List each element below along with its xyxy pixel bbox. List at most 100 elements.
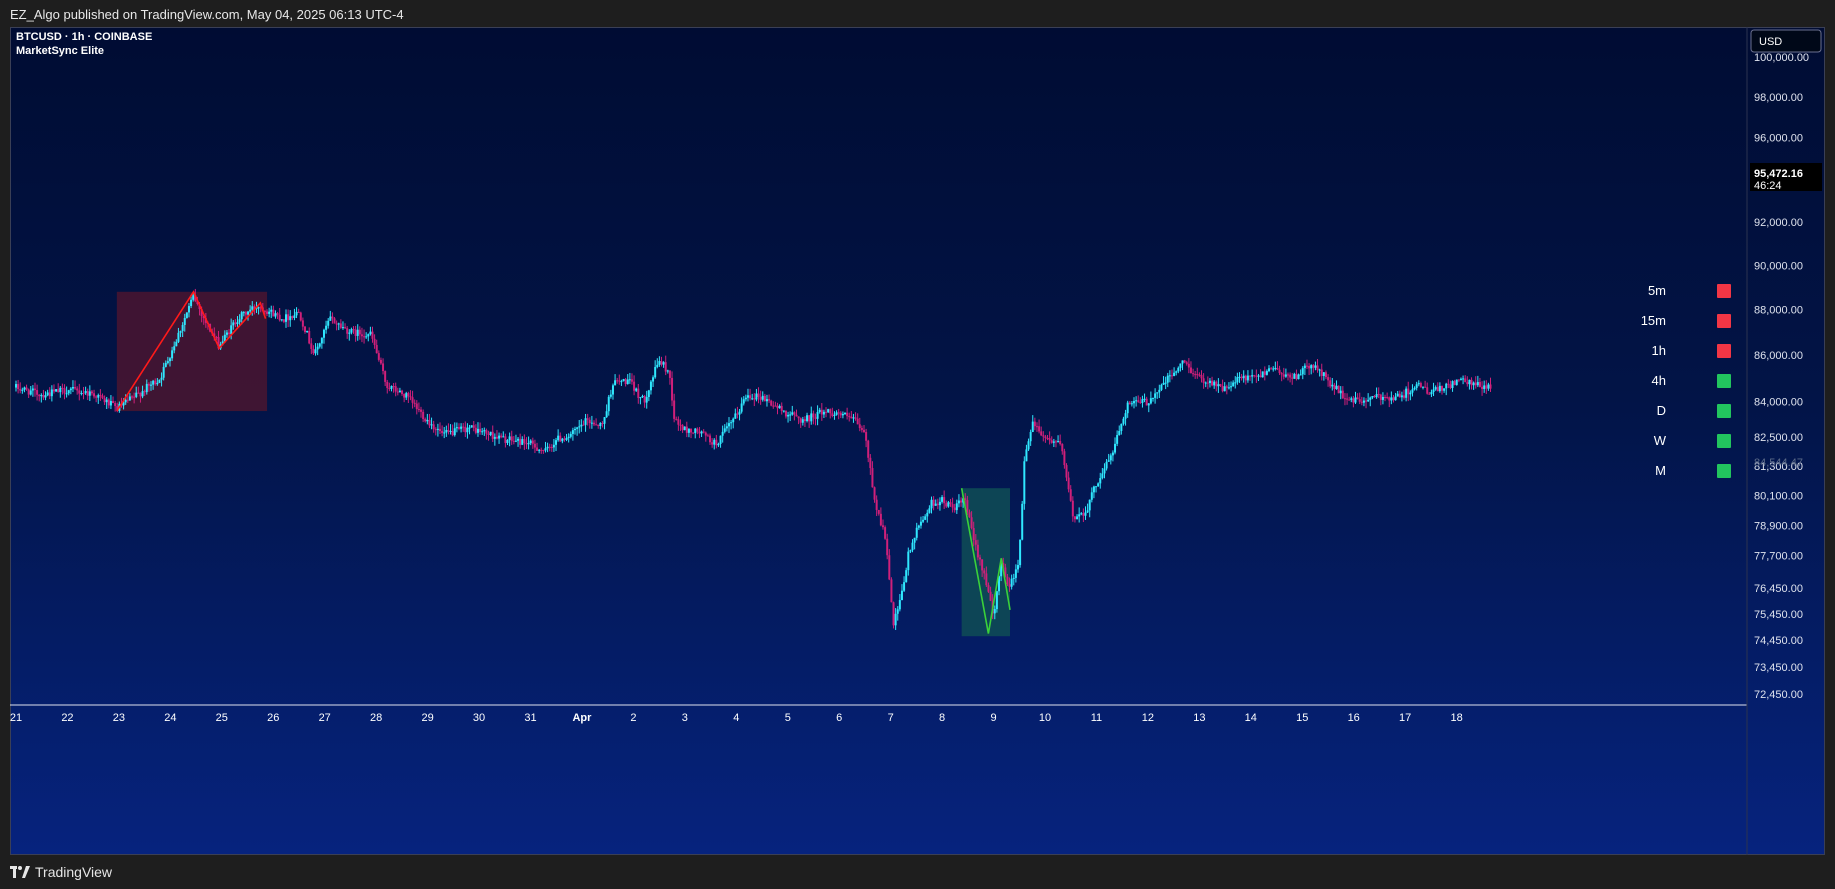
bull-candle [1362, 400, 1365, 403]
bull-candle [917, 525, 920, 528]
bull-candle [59, 387, 62, 393]
bull-candle [249, 309, 252, 312]
bear-candle [1388, 397, 1391, 401]
bear-candle [797, 416, 800, 419]
last-price-tag [1750, 163, 1822, 191]
bull-candle [1422, 386, 1425, 388]
bear-candle [563, 438, 566, 440]
time-axis[interactable]: 21 22 23 24 25 26 27 28 29 30 31 Apr 2 3 4 5 6 7 8 9 10 11 12 1… [10, 712, 1463, 724]
bear-candle [837, 412, 840, 414]
bear-candle [879, 513, 882, 526]
bull-candle [1090, 492, 1093, 500]
bull-candle [1301, 368, 1304, 375]
bear-candle [1225, 386, 1228, 388]
bear-candle [1069, 489, 1072, 501]
bear-candle [1320, 369, 1323, 376]
bear-candle [63, 388, 66, 394]
bull-candle [957, 500, 960, 504]
bull-candle [1284, 374, 1287, 377]
bear-candle [715, 439, 718, 446]
bear-candle [428, 419, 431, 426]
bull-candle [1223, 386, 1226, 392]
bull-candle [152, 380, 155, 385]
bear-candle [299, 312, 302, 321]
bear-candle [799, 418, 802, 423]
bull-candle [1021, 503, 1024, 540]
bear-candle [949, 502, 952, 505]
bull-candle [1181, 360, 1184, 364]
bull-candle [658, 361, 661, 365]
bull-candle [445, 430, 448, 433]
bear-candle [702, 431, 705, 433]
bull-candle [1103, 468, 1106, 474]
bull-candle [1314, 365, 1317, 368]
bull-candle [156, 382, 159, 385]
mtf-trend-panel: 5m 15m 1h 4h DWM [1641, 283, 1731, 478]
tradingview-logo[interactable]: TradingView [10, 864, 112, 880]
bull-candle [329, 316, 332, 321]
bear-candle [86, 391, 89, 396]
bull-candle [242, 312, 245, 314]
bear-candle [586, 418, 589, 420]
bull-candle [732, 418, 735, 423]
bear-candle [388, 388, 391, 390]
bear-candle [420, 409, 423, 412]
bull-candle [348, 332, 351, 334]
bear-candle [1280, 373, 1283, 375]
bear-candle [90, 391, 93, 394]
bull-candle [1179, 363, 1182, 368]
price-chart[interactable]: BTCUSD · 1h · COINBASE MarketSync Elite … [10, 27, 1825, 855]
mtf-status-bearish [1717, 344, 1731, 358]
bull-candle [1303, 365, 1306, 369]
bull-candle [514, 440, 517, 442]
bear-candle [259, 307, 262, 309]
bear-candle [462, 426, 465, 428]
bull-candle [160, 377, 163, 380]
bear-candle [829, 409, 832, 414]
bear-candle [854, 417, 857, 419]
bear-candle [692, 432, 695, 434]
bear-candle [384, 371, 387, 382]
bear-candle [793, 412, 796, 415]
bull-candle [649, 381, 652, 391]
currency-button[interactable] [1750, 29, 1822, 53]
bear-candle [1428, 393, 1431, 395]
bull-candle [787, 414, 790, 417]
bull-candle [232, 322, 235, 326]
bear-candle [335, 323, 338, 325]
price-tick-label: 75,450.00 [1754, 609, 1803, 621]
time-tick-label: 8 [939, 712, 945, 724]
bear-candle [1305, 365, 1308, 367]
price-axis[interactable]: 100,000.0098,000.0096,000.0094,000.0092,… [1754, 52, 1809, 701]
bear-candle [1392, 397, 1395, 401]
bear-candle [17, 384, 20, 390]
bull-candle [1261, 371, 1264, 378]
bull-candle [1438, 385, 1441, 392]
bear-candle [1343, 398, 1346, 400]
bull-candle [1208, 380, 1211, 384]
bear-candle [814, 417, 817, 419]
bear-candle [825, 411, 828, 413]
bear-candle [696, 428, 699, 432]
bull-candle [1413, 387, 1416, 390]
bear-candle [945, 503, 948, 507]
bear-candle [38, 394, 41, 397]
bull-candle [801, 419, 804, 423]
bull-candle [605, 411, 608, 418]
bear-candle [133, 396, 136, 398]
bull-candle [903, 582, 906, 591]
bull-candle [896, 609, 899, 614]
bull-candle [719, 435, 722, 444]
bear-candle [1061, 443, 1064, 452]
bear-candle [1004, 567, 1007, 577]
bull-candle [141, 391, 144, 397]
bull-candle [240, 312, 243, 320]
bull-candle [590, 422, 593, 424]
bear-candle [78, 390, 81, 394]
bear-candle [681, 425, 684, 431]
bull-candle [1227, 387, 1230, 389]
bear-candle [312, 348, 315, 354]
chart-frame[interactable] [10, 27, 1825, 855]
bear-candle [438, 428, 441, 431]
bear-candle [491, 431, 494, 439]
